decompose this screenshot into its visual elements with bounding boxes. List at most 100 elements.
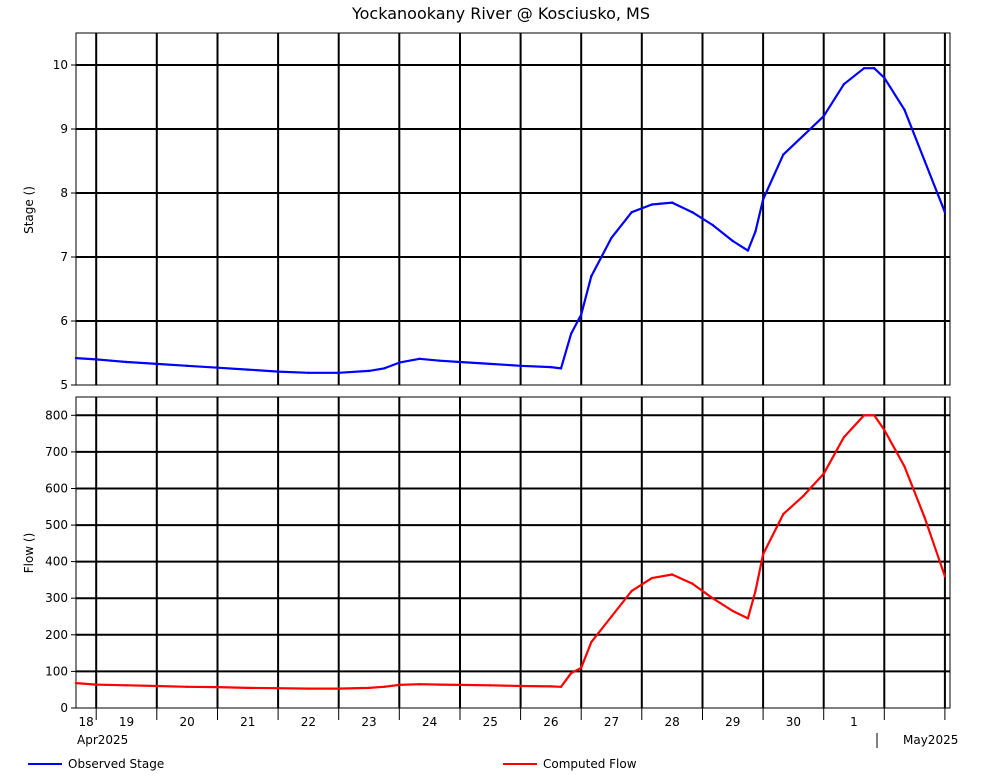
flow-data-point xyxy=(569,672,573,675)
flow-y-tick-label: 700 xyxy=(45,445,68,459)
stage-data-point xyxy=(125,360,128,364)
stage-data-point xyxy=(489,362,492,366)
flow-data-point xyxy=(923,516,926,519)
legend: Observed Stage Computed Flow xyxy=(28,757,637,771)
flow-data-point xyxy=(903,465,906,468)
stage-y-tick-label: 5 xyxy=(60,378,68,392)
stage-y-tick-label: 8 xyxy=(60,186,68,200)
flow-data-point xyxy=(802,494,805,497)
stage-data-point xyxy=(185,364,189,367)
stage-grid xyxy=(76,33,950,385)
month-label-may: May2025 xyxy=(903,733,958,747)
flow-data-point xyxy=(731,609,734,613)
stage-panel: 5 6 7 8 9 10 Stage () xyxy=(22,32,951,392)
flow-data-point xyxy=(276,687,280,690)
stage-data-point xyxy=(307,371,310,374)
stage-data-point xyxy=(337,371,340,374)
flow-data-point xyxy=(590,640,593,644)
stage-series xyxy=(74,67,947,374)
flow-data-point xyxy=(549,685,553,688)
x-tick-label: 23 xyxy=(361,715,376,729)
stage-y-tick-label: 7 xyxy=(60,250,68,264)
flow-data-point xyxy=(337,687,340,690)
flow-y-tick-label: 300 xyxy=(45,591,68,605)
x-tick-label: 19 xyxy=(119,715,134,729)
stage-data-point xyxy=(418,357,421,360)
stage-data-point xyxy=(943,211,947,214)
stage-y-ticks: 5 6 7 8 9 10 xyxy=(53,58,76,392)
stage-data-point xyxy=(519,364,522,367)
stage-data-point xyxy=(559,367,563,370)
stage-data-point xyxy=(549,365,553,369)
stage-y-tick-label: 9 xyxy=(60,122,68,136)
flow-data-point xyxy=(307,687,310,690)
x-tick-label: 18 xyxy=(78,715,93,729)
flow-series-line xyxy=(75,414,946,690)
stage-series-line xyxy=(75,67,946,374)
flow-y-tick-label: 200 xyxy=(45,628,68,642)
stage-data-point xyxy=(276,370,280,373)
chart-title: Yockanookany River @ Kosciusko, MS xyxy=(351,4,650,23)
flow-y-ticks: 0 100 200 300 400 500 600 700 800 xyxy=(45,408,76,715)
flow-data-point xyxy=(670,573,674,576)
flow-data-point xyxy=(383,685,386,688)
stage-data-point xyxy=(110,359,113,362)
flow-series xyxy=(74,414,947,690)
flow-data-point xyxy=(398,683,401,687)
x-tick-label: 24 xyxy=(422,715,437,729)
flow-data-point xyxy=(489,684,492,687)
stage-data-point xyxy=(802,134,805,137)
x-tick-label: 21 xyxy=(240,715,255,729)
flow-data-point xyxy=(754,589,757,593)
x-tick-label: 22 xyxy=(301,715,316,729)
x-tick-label: 25 xyxy=(483,715,498,729)
stage-data-point xyxy=(903,108,906,112)
x-tick-labels: 18 19 20 21 22 23 24 25 26 27 28 29 30 1 xyxy=(78,715,857,729)
flow-data-point xyxy=(418,683,421,686)
flow-data-point xyxy=(746,617,750,620)
flow-data-point xyxy=(125,684,128,687)
stage-axis-label: Stage () xyxy=(22,186,36,234)
stage-y-tick-label: 6 xyxy=(60,314,68,328)
stage-data-point xyxy=(883,76,886,80)
flow-data-point xyxy=(580,666,583,669)
stage-data-point xyxy=(862,67,866,70)
flow-data-point xyxy=(185,685,189,688)
stage-data-point xyxy=(782,153,785,156)
x-ticks xyxy=(95,708,946,720)
stage-data-point xyxy=(590,275,593,278)
flow-data-point xyxy=(216,685,219,689)
stage-data-point xyxy=(670,201,674,204)
stage-data-point xyxy=(873,67,876,70)
stage-data-point xyxy=(923,159,926,163)
flow-y-tick-label: 100 xyxy=(45,664,68,678)
flow-data-point xyxy=(782,512,785,516)
stage-data-point xyxy=(691,211,694,214)
stage-data-point xyxy=(438,359,441,362)
flow-data-point xyxy=(438,683,441,686)
flow-data-point xyxy=(822,472,825,475)
stage-data-point xyxy=(650,203,654,206)
stage-data-point xyxy=(74,356,78,360)
flow-data-point xyxy=(458,683,462,687)
flow-data-point xyxy=(862,414,866,417)
flow-data-point xyxy=(650,576,654,580)
flow-grid xyxy=(76,397,950,708)
flow-data-point xyxy=(630,589,633,593)
stage-plot-frame xyxy=(75,32,951,386)
stage-data-point xyxy=(383,367,386,370)
x-tick-label: 27 xyxy=(604,715,619,729)
legend-label-flow: Computed Flow xyxy=(543,757,637,771)
x-tick-label: 1 xyxy=(850,715,858,729)
month-label-apr: Apr2025 xyxy=(77,733,128,747)
flow-data-point xyxy=(761,553,765,556)
stage-data-point xyxy=(398,361,401,364)
legend-label-stage: Observed Stage xyxy=(68,757,164,771)
flow-data-point xyxy=(74,681,78,685)
flow-y-tick-label: 0 xyxy=(60,701,68,715)
flow-plot-frame xyxy=(75,396,951,709)
flow-data-point xyxy=(367,686,371,690)
stage-data-point xyxy=(458,360,462,364)
flow-y-tick-label: 800 xyxy=(45,408,68,422)
